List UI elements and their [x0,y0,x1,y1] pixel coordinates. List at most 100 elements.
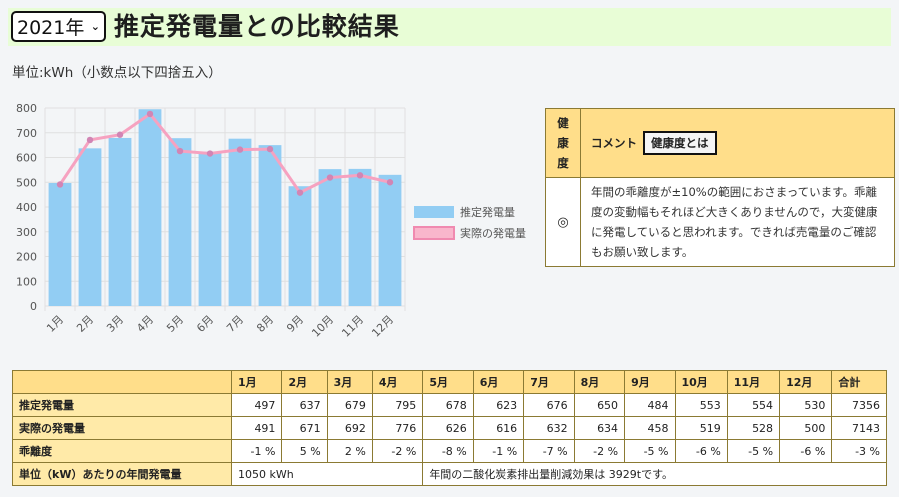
row-label: 推定発電量 [12,393,232,417]
table-body: 推定発電量 497 637 679 795 678 623 676 650 484 553 554 53… [12,393,887,486]
x-tick-label: 1月 [44,313,66,335]
table-cell: 616 [472,416,525,440]
table-row: 実際の発電量 491 671 692 776 626 616 632 634 458 519 528 5… [12,416,887,440]
y-tick-label: 100 [16,275,37,288]
y-tick-label: 300 [16,226,37,239]
annual-label: 単位（kW）あたりの年間発電量 [12,462,232,486]
health-table: 健康度 コメント 健康度とは ◎ 年間の乖離度が±10%の範囲におさまっています… [545,108,895,267]
line-point [386,179,394,186]
generation-chart: 0 100 200 300 400 500 600 700 800 1月 2月 3月 4月 5月 6月 7月 8… [16,102,526,340]
total-header: 合計 [831,370,887,394]
x-tick-label: 10月 [309,313,336,340]
table-row: 乖離度 -1 % 5 % 2 % -2 % -8 % -1 % -7 % -2 % -5 % -6 … [12,439,887,463]
line-point [146,110,154,118]
table-cell: 679 [326,393,373,417]
row-label: 実際の発電量 [12,416,232,440]
comment-label: コメント [591,136,637,150]
health-comment: 年間の乖離度が±10%の範囲におさまっています。乖離度の変動幅もそれほど大きくあ… [580,177,895,267]
legend-label-estimated: 推定発電量 [460,205,515,219]
table-cell: 795 [371,393,424,417]
x-tick-label: 11月 [339,313,366,340]
table-cell: 497 [230,393,283,417]
month-header: 5月 [422,370,474,394]
month-header: 7月 [523,370,575,394]
table-cell: 776 [371,416,424,440]
health-mark: ◎ [545,177,581,267]
row-total: 7143 [831,416,887,440]
line-point [236,146,244,153]
monthly-data-table: 1月 2月 3月 4月 5月 6月 7月 8月 9月 10月 11月 12月 合計 推定発電量 497 63… [12,370,887,486]
annual-value: 1050 kWh [230,462,424,486]
bar [198,151,222,306]
bar [78,148,102,306]
table-cell: 458 [624,416,676,440]
table-cell: 676 [523,393,575,417]
table-cell: -8 % [422,439,474,463]
x-tick-label: 6月 [194,313,216,335]
table-cell: 519 [674,416,728,440]
bar [258,145,282,306]
unit-note: 単位:kWh（小数点以下四捨五入） [12,65,222,81]
table-cell: 528 [726,416,781,440]
table-cell: 634 [573,416,626,440]
table-cell: 491 [230,416,283,440]
table-cell: 671 [281,416,328,440]
bar [348,168,372,306]
table-cell: -1 % [472,439,525,463]
y-tick-label: 600 [16,152,37,165]
table-cell: 637 [281,393,328,417]
legend-swatch-actual [413,226,455,240]
x-tick-label: 2月 [74,313,96,335]
month-header: 6月 [472,370,525,394]
y-tick-label: 500 [16,176,37,189]
legend-swatch-estimated [414,206,454,218]
page-title: 推定発電量との比較結果 [114,12,400,41]
annual-row: 単位（kW）あたりの年間発電量 1050 kWh 年間の二酸化炭素排出量削減効果は … [12,462,887,486]
year-select[interactable]: 2021年 ⌄ [11,11,106,42]
month-header: 4月 [371,370,424,394]
table-corner [12,370,232,394]
table-cell: -5 % [726,439,781,463]
x-tick-label: 8月 [254,313,276,335]
comment-header: コメント 健康度とは [580,108,895,178]
bar [48,182,72,306]
month-header: 9月 [624,370,676,394]
health-header-label: 健康度 [545,108,581,178]
month-header: 8月 [573,370,626,394]
y-tick-label: 200 [16,251,37,264]
line-point [356,172,364,179]
month-header: 2月 [281,370,328,394]
bar [288,186,312,306]
line-point [296,189,304,196]
table-cell: -6 % [674,439,728,463]
month-header: 11月 [726,370,781,394]
table-cell: 5 % [281,439,328,463]
x-tick-label: 12月 [369,313,396,340]
row-label: 乖離度 [12,439,232,463]
bar [318,169,342,306]
health-label-text: 健康度 [557,116,569,170]
line-point [206,150,214,157]
table-cell: 2 % [326,439,373,463]
series-line [58,111,391,195]
bar [168,138,192,306]
month-header: 12月 [779,370,833,394]
table-cell: -2 % [573,439,626,463]
header-bar: 2021年 ⌄ 推定発電量との比較結果 [8,8,891,46]
row-total: 7356 [831,393,887,417]
month-header: 3月 [326,370,373,394]
co2-effect: 年間の二酸化炭素排出量削減効果は 3929tです。 [422,462,887,486]
x-tick-label: 4月 [134,313,156,335]
table-cell: 623 [472,393,525,417]
x-tick-label: 9月 [284,313,306,335]
legend-label-actual: 実際の発電量 [460,226,526,240]
line-point [266,145,274,153]
table-cell: 678 [422,393,474,417]
table-cell: 692 [326,416,373,440]
y-tick-label: 700 [16,127,37,140]
bar [108,137,132,306]
line-point [116,131,124,138]
table-cell: 500 [779,416,833,440]
row-total: -3 % [831,439,887,463]
health-info-button[interactable]: 健康度とは [643,131,717,155]
